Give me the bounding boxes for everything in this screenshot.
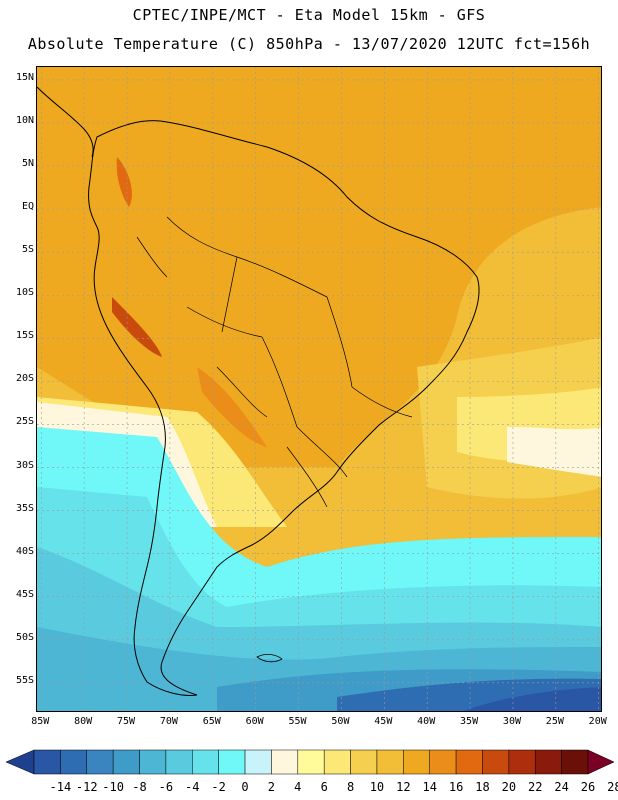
legend-color-box — [112, 749, 140, 775]
legend-over-triangle — [587, 749, 615, 775]
legend-tick-label: 14 — [422, 780, 437, 794]
legend-tick-label: 6 — [320, 780, 328, 794]
legend-color-box — [482, 749, 510, 775]
latitude-label: 5N — [21, 158, 34, 170]
latitude-label: 45S — [15, 588, 34, 600]
longitude-label: 25W — [545, 716, 564, 727]
legend-tick-label: 24 — [554, 780, 569, 794]
legend-tick-label: 12 — [396, 780, 411, 794]
legend-color-box — [244, 749, 272, 775]
latitude-label: EQ — [21, 201, 34, 213]
temperature-map — [36, 66, 602, 712]
longitude-label: 65W — [202, 716, 221, 727]
legend-tick-label: -8 — [132, 780, 147, 794]
legend-color-box — [534, 749, 562, 775]
legend-color-box — [60, 749, 88, 775]
legend-tick-label: -6 — [158, 780, 174, 794]
latitude-label: 15N — [15, 71, 34, 83]
legend-color-box — [271, 749, 299, 775]
latitude-label: 30S — [15, 459, 34, 471]
longitude-label: 80W — [74, 716, 93, 727]
legend-tick-label: -10 — [102, 780, 124, 794]
longitude-label: 85W — [31, 716, 50, 727]
latitude-label: 40S — [15, 545, 34, 557]
longitude-label: 45W — [374, 716, 393, 727]
coastline-south-america — [88, 120, 480, 696]
legend-color-box — [350, 749, 378, 775]
longitude-label: 55W — [288, 716, 307, 727]
legend-color-box — [376, 749, 404, 775]
longitude-label: 30W — [502, 716, 521, 727]
legend-tick-label: 16 — [448, 780, 464, 794]
map-title-line-2: Absolute Temperature (C) 850hPa - 13/07/… — [27, 35, 591, 53]
legend-under-triangle — [5, 749, 35, 775]
legend-color-box — [455, 749, 483, 775]
legend-color-box — [429, 749, 457, 775]
field-band-18 — [37, 67, 601, 467]
andes-warm-20 — [116, 157, 132, 207]
legend-tick-label: 28 — [607, 780, 618, 794]
country-borders — [136, 216, 413, 508]
latitude-label: 10N — [15, 114, 34, 126]
legend-tick-label: -12 — [75, 780, 98, 794]
legend-color-box — [323, 749, 351, 775]
legend-tick-label: 10 — [369, 780, 385, 794]
longitude-label: 75W — [117, 716, 136, 727]
latitude-label: 15S — [15, 330, 34, 342]
longitude-label: 20W — [588, 716, 607, 727]
chaco-warm-20 — [197, 367, 267, 447]
map-title-line-1: CPTEC/INPE/MCT - Eta Model 15km - GFS — [132, 6, 486, 24]
longitude-label: 70W — [159, 716, 178, 727]
latitude-label: 35S — [15, 502, 34, 514]
legend-color-box — [86, 749, 114, 775]
legend-color-box — [218, 749, 246, 775]
longitude-label: 50W — [331, 716, 350, 727]
legend-tick-label: 0 — [241, 780, 249, 794]
latitude-label: 10S — [15, 287, 34, 299]
legend-tick-label: 22 — [528, 780, 543, 794]
latitude-label: 25S — [15, 416, 34, 428]
legend-color-box — [297, 749, 325, 775]
legend-tick-label: 18 — [475, 780, 490, 794]
legend-tick-label: 20 — [501, 780, 517, 794]
legend-tick-label: -4 — [185, 780, 200, 794]
latitude-label: 20S — [15, 373, 34, 385]
legend-color-box — [33, 749, 61, 775]
legend-tick-label: -2 — [211, 780, 226, 794]
legend-color-box — [403, 749, 430, 775]
latitude-label: 5S — [21, 244, 34, 256]
legend-color-box — [165, 749, 193, 775]
longitude-label: 35W — [460, 716, 479, 727]
legend-color-box — [192, 749, 219, 775]
legend-tick-label: 26 — [580, 780, 596, 794]
legend-color-box — [508, 749, 536, 775]
legend-tick-label: 2 — [267, 780, 276, 794]
latitude-label: 55S — [15, 674, 34, 686]
coastline-central-america — [37, 86, 94, 158]
legend-tick-label: 8 — [346, 780, 355, 794]
field-band-minus12 — [462, 687, 601, 711]
legend-tick-label: 4 — [294, 780, 302, 794]
legend-color-box — [139, 749, 167, 775]
graticule — [37, 67, 601, 711]
legend-tick-label: -14 — [49, 780, 72, 794]
andes-warm-22 — [112, 297, 162, 357]
field-band-8-east — [507, 427, 601, 477]
longitude-label: 60W — [245, 716, 264, 727]
latitude-label: 50S — [15, 631, 34, 643]
legend-color-box — [561, 749, 589, 775]
falkland-islands — [256, 653, 283, 663]
longitude-label: 40W — [417, 716, 436, 727]
